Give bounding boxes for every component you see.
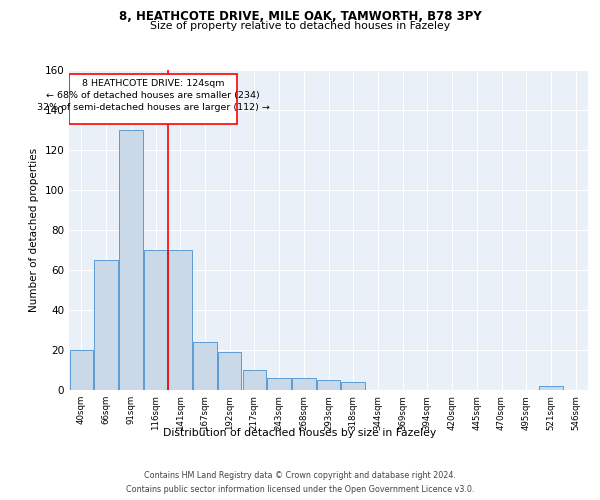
Bar bbox=[292, 378, 316, 390]
Text: ← 68% of detached houses are smaller (234): ← 68% of detached houses are smaller (23… bbox=[46, 91, 260, 100]
Text: 8 HEATHCOTE DRIVE: 124sqm: 8 HEATHCOTE DRIVE: 124sqm bbox=[82, 79, 224, 88]
Bar bbox=[268, 378, 291, 390]
Bar bbox=[69, 74, 237, 124]
Text: 32% of semi-detached houses are larger (112) →: 32% of semi-detached houses are larger (… bbox=[37, 103, 269, 112]
Bar bbox=[169, 250, 192, 390]
Bar bbox=[70, 350, 93, 390]
Bar bbox=[341, 382, 365, 390]
Y-axis label: Number of detached properties: Number of detached properties bbox=[29, 148, 39, 312]
Bar bbox=[317, 380, 340, 390]
Text: Distribution of detached houses by size in Fazeley: Distribution of detached houses by size … bbox=[163, 428, 437, 438]
Text: Contains public sector information licensed under the Open Government Licence v3: Contains public sector information licen… bbox=[126, 484, 474, 494]
Bar bbox=[193, 342, 217, 390]
Bar bbox=[218, 352, 241, 390]
Bar bbox=[94, 260, 118, 390]
Bar bbox=[539, 386, 563, 390]
Text: Size of property relative to detached houses in Fazeley: Size of property relative to detached ho… bbox=[150, 21, 450, 31]
Bar bbox=[144, 250, 167, 390]
Text: 8, HEATHCOTE DRIVE, MILE OAK, TAMWORTH, B78 3PY: 8, HEATHCOTE DRIVE, MILE OAK, TAMWORTH, … bbox=[119, 10, 481, 23]
Text: Contains HM Land Registry data © Crown copyright and database right 2024.: Contains HM Land Registry data © Crown c… bbox=[144, 472, 456, 480]
Bar bbox=[119, 130, 143, 390]
Bar bbox=[242, 370, 266, 390]
